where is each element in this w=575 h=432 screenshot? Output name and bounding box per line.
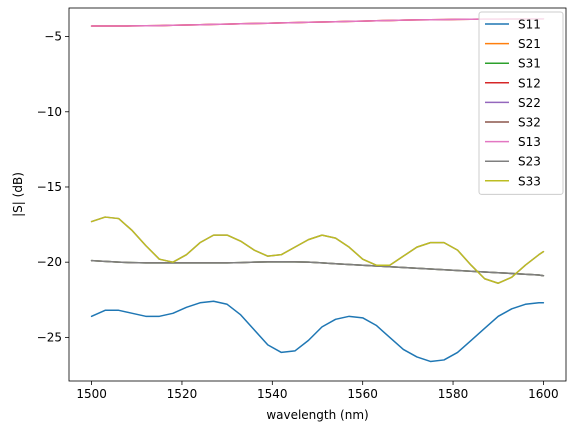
x-tick-label: 1600 <box>528 387 559 401</box>
series-line-s11 <box>90 300 545 363</box>
legend-label-s32: S32 <box>518 116 541 130</box>
legend-label-s12: S12 <box>518 76 541 90</box>
legend-label-s11: S11 <box>518 18 541 32</box>
y-tick-label: −5 <box>44 30 62 44</box>
plot-frame <box>68 7 567 382</box>
y-tick-label: −10 <box>37 105 62 119</box>
legend-label-s33: S33 <box>518 174 541 188</box>
y-axis-label: |S| (dB) <box>11 172 25 217</box>
legend-box <box>478 11 564 195</box>
legend-label-s13: S13 <box>518 135 541 149</box>
series-line-s22 <box>90 216 545 284</box>
series-layer <box>90 18 545 363</box>
y-tick-label: −15 <box>37 180 62 194</box>
y-axis: −5 −10 −15 −20 −25 <box>37 30 69 344</box>
series-line-s33 <box>90 216 545 284</box>
legend-label-s21: S21 <box>518 37 541 51</box>
legend: S11 S21 S31 S12 S22 S32 S13 S23 S33 <box>478 11 564 195</box>
x-axis-label: wavelength (nm) <box>266 408 368 422</box>
legend-label-s31: S31 <box>518 57 541 71</box>
y-tick-label: −20 <box>37 255 62 269</box>
x-tick-label: 1560 <box>347 387 378 401</box>
x-tick-label: 1580 <box>438 387 469 401</box>
series-line-s13 <box>90 18 545 27</box>
x-tick-label: 1500 <box>76 387 107 401</box>
x-tick-label: 1540 <box>257 387 288 401</box>
legend-label-s23: S23 <box>518 155 541 169</box>
x-axis: 1500 1520 1540 1560 1580 1600 <box>76 381 559 401</box>
x-tick-label: 1520 <box>167 387 198 401</box>
legend-label-s22: S22 <box>518 96 541 110</box>
y-tick-label: −25 <box>37 330 62 344</box>
series-line-s23 <box>90 259 545 277</box>
